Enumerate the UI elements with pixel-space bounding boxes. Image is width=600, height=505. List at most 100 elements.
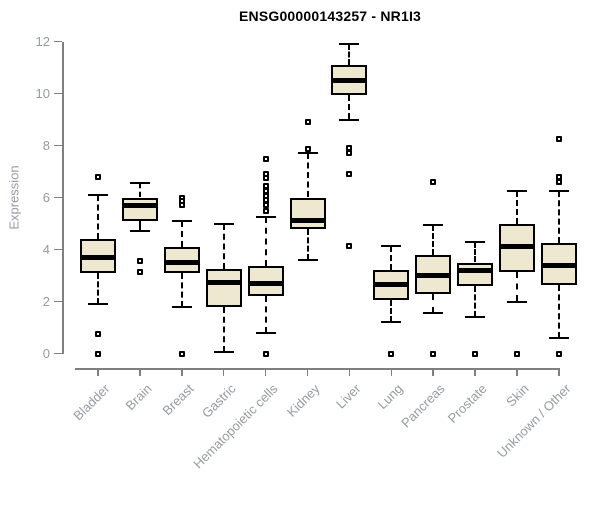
x-tick xyxy=(474,368,476,376)
outlier-point xyxy=(555,350,562,357)
y-tick xyxy=(54,248,62,251)
upper-whisker-cap xyxy=(339,43,360,46)
upper-whisker-cap xyxy=(423,223,444,226)
outlier-point xyxy=(346,242,353,249)
outlier-point xyxy=(178,350,185,357)
lower-whisker xyxy=(97,272,99,305)
x-tick xyxy=(390,368,393,376)
lower-whisker-cap xyxy=(507,300,527,303)
y-tick-label: 0 xyxy=(42,345,50,361)
outlier-point xyxy=(346,150,353,157)
median-line xyxy=(205,279,242,285)
lower-whisker-cap xyxy=(548,336,569,339)
upper-whisker xyxy=(474,241,477,263)
lower-whisker-cap xyxy=(423,312,444,315)
outlier-point xyxy=(136,258,143,265)
lower-whisker-cap xyxy=(88,303,108,306)
x-tick xyxy=(139,368,141,376)
lower-whisker-cap xyxy=(297,258,318,261)
y-tick-label: 2 xyxy=(42,293,50,309)
outlier-point xyxy=(262,202,269,209)
lower-whisker xyxy=(348,94,351,120)
x-tick xyxy=(348,368,351,376)
upper-whisker-cap xyxy=(548,190,569,192)
lower-whisker xyxy=(264,296,267,333)
median-line xyxy=(415,273,452,278)
upper-whisker-cap xyxy=(129,182,150,185)
median-line xyxy=(247,280,284,286)
median-line xyxy=(373,282,410,288)
outlier-point xyxy=(472,350,479,357)
upper-whisker-cap xyxy=(255,216,276,218)
outlier-point xyxy=(430,350,437,357)
x-tick xyxy=(181,368,183,376)
x-tick xyxy=(558,368,560,376)
x-tick xyxy=(516,368,518,376)
x-tick xyxy=(222,368,225,376)
y-tick xyxy=(54,40,62,43)
outlier-point xyxy=(262,175,269,181)
box xyxy=(163,246,200,273)
y-tick xyxy=(54,92,62,95)
upper-whisker-cap xyxy=(381,244,402,247)
outlier-point xyxy=(262,207,269,214)
upper-whisker-cap xyxy=(297,152,318,155)
upper-whisker-cap xyxy=(171,219,192,222)
outlier-point xyxy=(262,182,269,189)
upper-whisker-cap xyxy=(88,193,108,196)
lower-whisker xyxy=(222,306,225,353)
upper-whisker-cap xyxy=(465,240,486,243)
upper-whisker xyxy=(306,153,309,198)
median-line xyxy=(163,260,200,265)
x-tick xyxy=(432,368,434,376)
box xyxy=(457,262,494,286)
box xyxy=(289,197,326,229)
x-tick xyxy=(264,368,267,376)
upper-whisker xyxy=(97,194,99,240)
lower-whisker xyxy=(138,220,141,232)
y-tick xyxy=(54,300,62,303)
median-line xyxy=(457,267,494,273)
lower-whisker-cap xyxy=(381,321,402,324)
x-tick xyxy=(306,368,309,376)
outlier-point xyxy=(95,173,101,180)
lower-whisker-cap xyxy=(339,118,360,121)
outlier-point xyxy=(346,145,353,152)
outlier-point xyxy=(555,178,562,185)
median-line xyxy=(331,78,368,83)
upper-whisker xyxy=(348,44,351,65)
median-line xyxy=(121,202,158,208)
upper-whisker xyxy=(557,191,560,243)
upper-whisker xyxy=(180,220,183,247)
upper-whisker xyxy=(222,223,225,269)
x-tick xyxy=(97,368,99,376)
outlier-point xyxy=(555,136,562,142)
x-axis-line xyxy=(75,368,559,370)
upper-whisker-cap xyxy=(507,190,527,192)
upper-whisker xyxy=(138,183,141,198)
y-tick xyxy=(54,144,62,147)
outlier-point xyxy=(95,350,101,357)
box xyxy=(121,197,158,221)
outlier-point xyxy=(430,178,437,185)
y-tick-label: 10 xyxy=(35,85,50,101)
upper-whisker xyxy=(516,191,518,224)
outlier-point xyxy=(262,197,269,204)
lower-whisker-cap xyxy=(171,305,192,308)
outlier-point xyxy=(178,202,185,209)
lower-whisker xyxy=(474,285,477,318)
lower-whisker xyxy=(306,228,309,260)
median-line xyxy=(499,244,535,250)
outlier-point xyxy=(95,331,101,337)
outlier-point xyxy=(304,119,311,126)
upper-whisker xyxy=(390,245,393,271)
lower-whisker xyxy=(557,284,560,338)
outlier-point xyxy=(346,171,353,178)
lower-whisker xyxy=(180,272,183,307)
chart-title: ENSG00000143257 - NR1I3 xyxy=(238,8,422,24)
upper-whisker xyxy=(264,217,267,267)
median-line xyxy=(540,262,577,268)
lower-whisker-cap xyxy=(465,316,486,319)
lower-whisker xyxy=(390,300,393,323)
